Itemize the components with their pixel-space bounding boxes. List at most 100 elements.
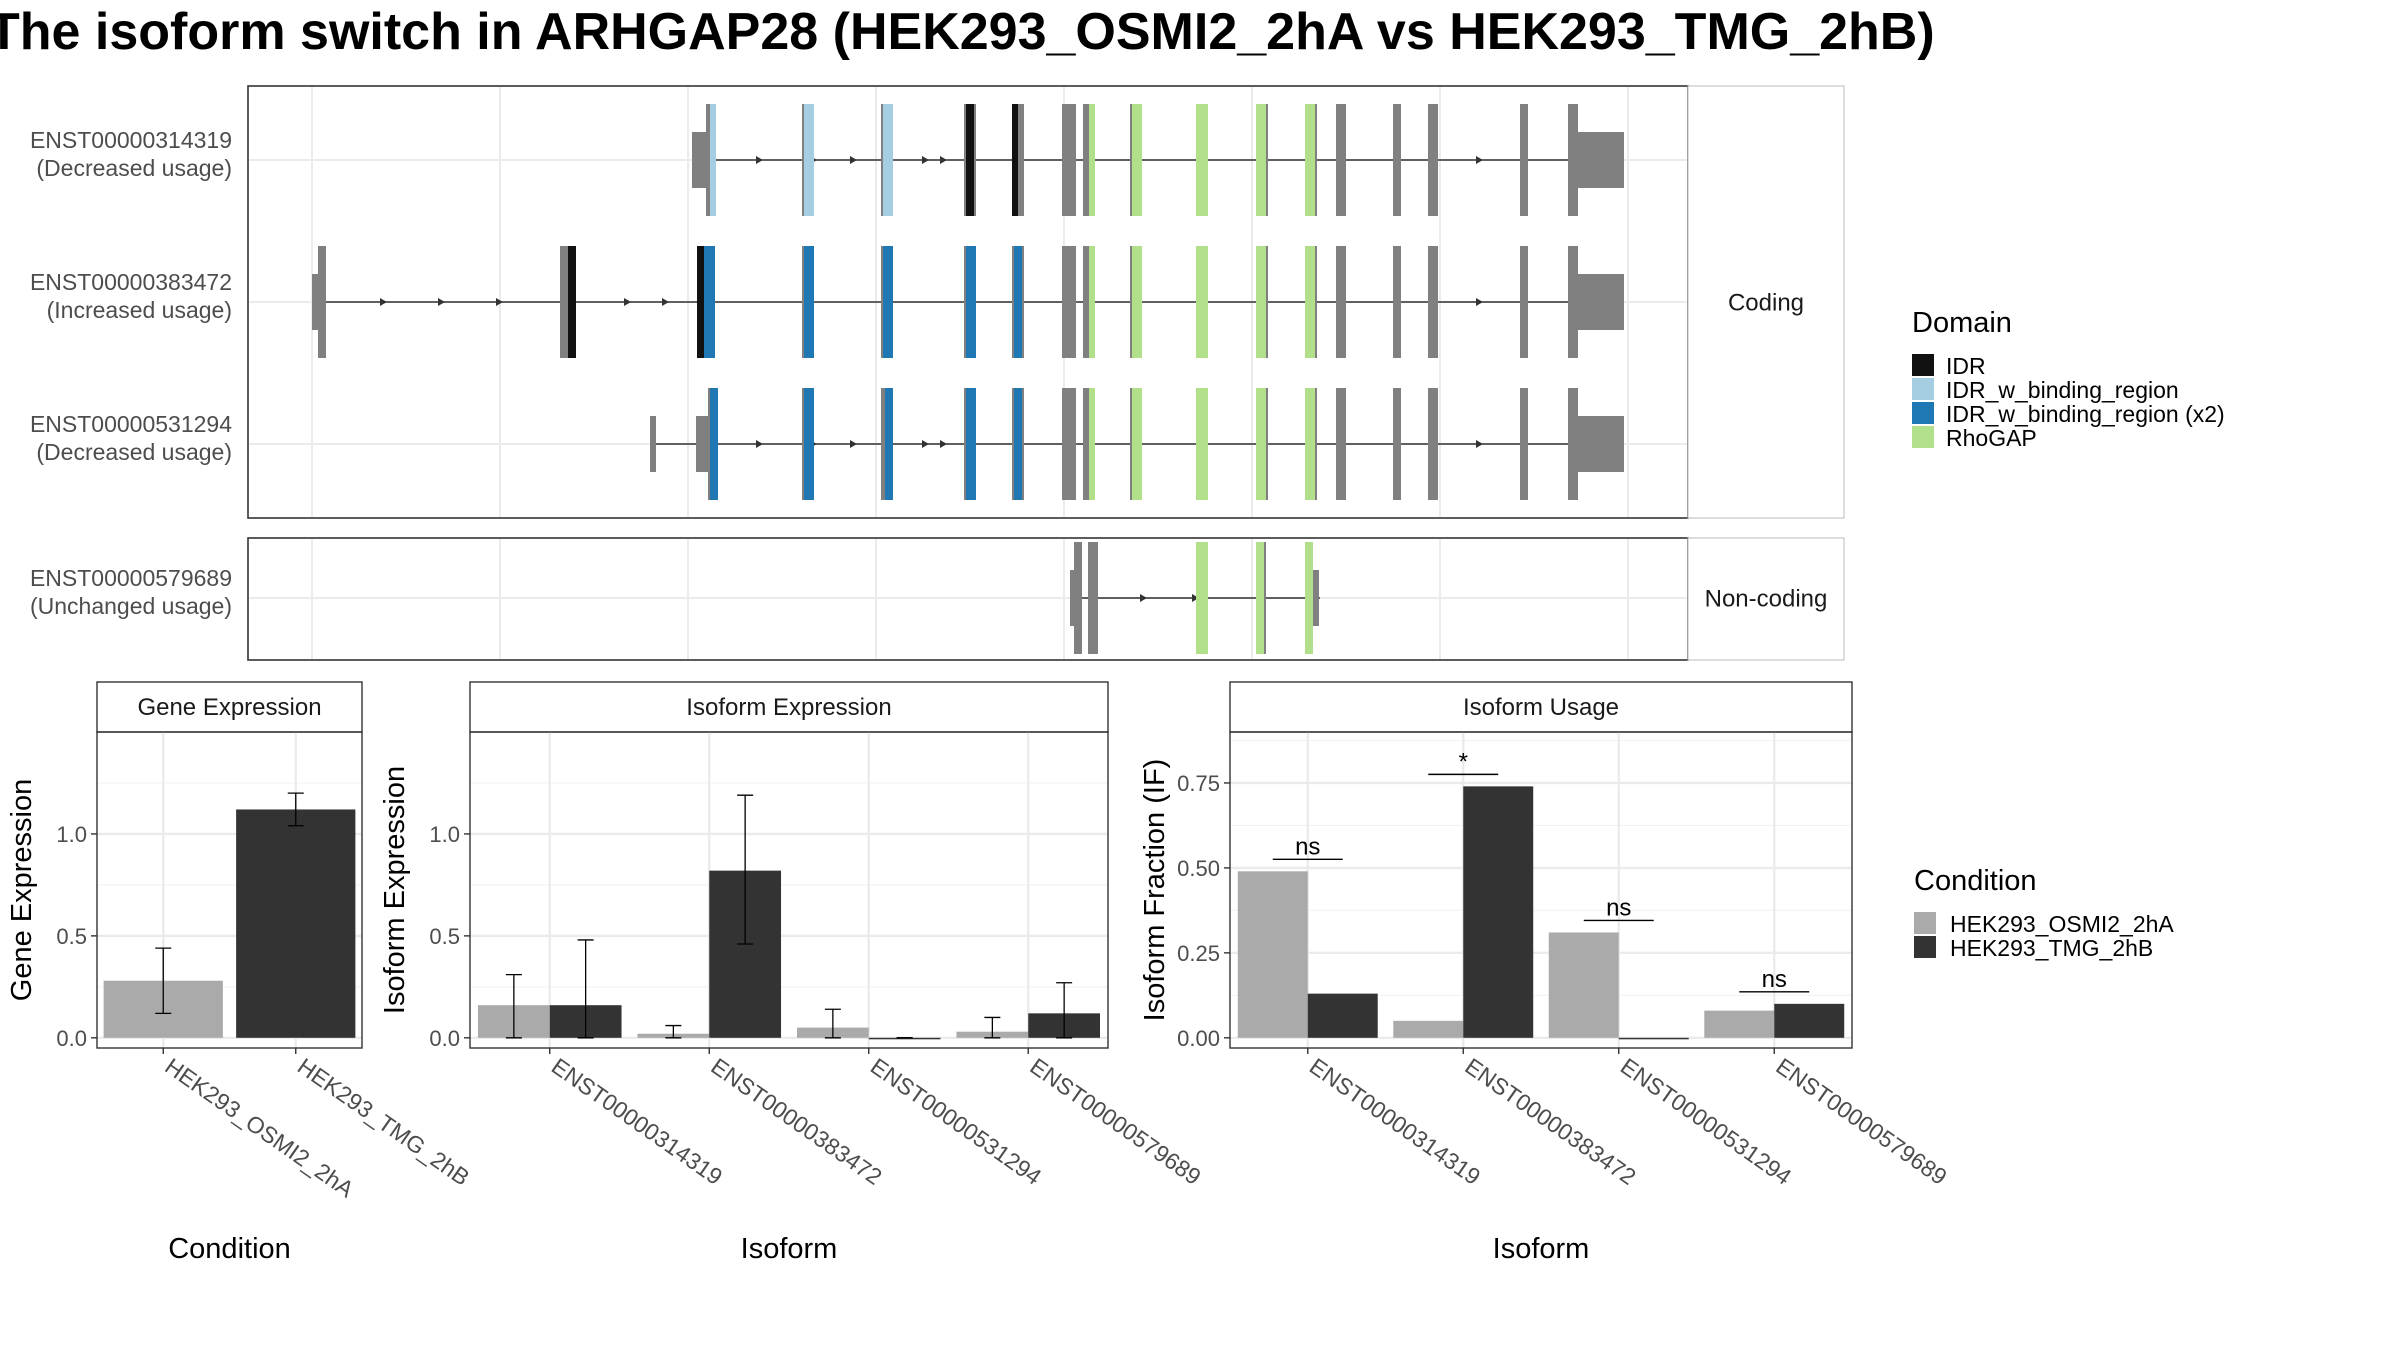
domain-rhogap (1196, 542, 1208, 654)
noncoding-facet-label: Non-coding (1705, 585, 1828, 612)
domain-regions (568, 246, 1315, 358)
legend-label-tmg: HEK293_TMG_2hB (1950, 935, 2153, 961)
domain-regions (1196, 542, 1313, 654)
panel-border (469, 731, 1109, 1049)
y-tick-label: 0.50 (1177, 856, 1220, 881)
domain-rhogap (1196, 104, 1208, 216)
transcript-label-1-usage: (Decreased usage) (36, 155, 232, 181)
domain-idr-binding-x2 (804, 246, 814, 358)
significance-label: ns (1762, 966, 1787, 993)
y-tick-label: 0.00 (1177, 1026, 1220, 1051)
legend-swatch-rhogap (1912, 426, 1934, 448)
x-axis-title: Isoform (1493, 1233, 1590, 1265)
x-tick-label: ENST00000314319 (547, 1053, 727, 1190)
x-tick-label: ENST00000314319 (1305, 1053, 1485, 1190)
coding-facet-label: Coding (1728, 289, 1804, 316)
bar (1393, 1020, 1464, 1038)
x-tick-label: ENST00000531294 (1616, 1053, 1797, 1190)
domain-idr-binding (883, 104, 893, 216)
domain-rhogap (1196, 388, 1208, 500)
domain-idr-binding-x2 (804, 388, 814, 500)
domain-rhogap (1132, 246, 1142, 358)
x-tick-label: ENST00000579689 (1771, 1053, 1951, 1190)
legend-label-idr: IDR (1946, 353, 1986, 379)
domain-idr-binding-x2 (704, 246, 715, 358)
panel-border (96, 731, 363, 1049)
x-axis-title: Isoform (741, 1233, 838, 1265)
bar (1463, 786, 1534, 1038)
domain-idr (1012, 104, 1018, 216)
y-tick-label: 1.0 (56, 822, 87, 847)
isoform-usage-chart: Isoform Usage ns * ns ns 0.00 0.25 0.50 0.75 ENST… (1139, 681, 1952, 1265)
x-axis-title: Condition (168, 1233, 291, 1265)
domain-rhogap (1256, 246, 1266, 358)
domain-rhogap (1256, 104, 1266, 216)
isoform-expression-chart: Isoform Expression 0.0 0.5 1.0 ENST000003143… (379, 681, 1206, 1265)
transcript-label-2-id: ENST00000383472 (30, 269, 232, 295)
bar (1704, 1010, 1775, 1038)
condition-legend-title: Condition (1914, 865, 2037, 897)
panel-title: Isoform Usage (1463, 694, 1619, 721)
domain-regions (710, 104, 1315, 216)
transcript-label-4-usage: (Unchanged usage) (30, 593, 232, 619)
y-axis-title: Isoform Expression (379, 766, 411, 1014)
bar (868, 1037, 941, 1040)
panel-border (1229, 731, 1853, 1049)
domain-rhogap (1305, 246, 1315, 358)
legend-label-rhogap: RhoGAP (1946, 425, 2037, 451)
panel-background (470, 732, 1108, 1048)
gene-expression-chart: Gene Expression0.00.51.0HEK293_OSMI2_2hA… (6, 681, 474, 1265)
transcript-track-1 (692, 104, 1624, 216)
significance-label: ns (1606, 894, 1631, 921)
legend-label-idr-binding: IDR_w_binding_region (1946, 377, 2179, 403)
condition-legend: Condition HEK293_OSMI2_2hA HEK293_TMG_2h… (1914, 865, 2174, 961)
domain-idr-binding-x2 (966, 246, 976, 358)
domain-rhogap (1305, 542, 1313, 654)
intron-arrows (1140, 594, 1199, 602)
domain-rhogap (1132, 388, 1142, 500)
intron-arrows (380, 298, 1483, 306)
y-tick-label: 0.0 (56, 1026, 87, 1051)
domain-idr (568, 246, 576, 358)
y-tick-label: 0.5 (56, 924, 87, 949)
significance-label: ns (1295, 833, 1320, 860)
domain-rhogap (1256, 388, 1266, 500)
domain-idr (697, 246, 704, 358)
legend-swatch-idr (1912, 354, 1934, 376)
domain-rhogap (1089, 388, 1095, 500)
domain-rhogap (1089, 246, 1095, 358)
legend-label-idr-binding-x2: IDR_w_binding_region (x2) (1946, 401, 2225, 427)
domain-idr-binding (710, 104, 716, 216)
y-tick-label: 0.25 (1177, 941, 1220, 966)
transcript-label-2-usage: (Increased usage) (47, 297, 232, 323)
domain-idr-binding-x2 (966, 388, 976, 500)
legend-swatch-idr-binding (1912, 378, 1934, 400)
domain-rhogap (1305, 388, 1315, 500)
domain-idr (966, 104, 974, 216)
bar (1618, 1037, 1689, 1040)
chart-title: The isoform switch in ARHGAP28 (HEK293_O… (0, 3, 1935, 61)
x-tick-label: ENST00000531294 (866, 1053, 1047, 1190)
domain-rhogap (1089, 104, 1095, 216)
bar (236, 809, 356, 1038)
y-axis-title: Gene Expression (6, 779, 38, 1001)
domain-idr-binding-x2 (883, 246, 893, 358)
bar (1237, 871, 1308, 1038)
legend-label-osmi2: HEK293_OSMI2_2hA (1950, 911, 2174, 937)
panel-strip (1229, 681, 1853, 733)
domain-idr-binding-x2 (1014, 246, 1022, 358)
noncoding-facet-strip (1687, 537, 1845, 661)
x-tick-label: ENST00000383472 (706, 1053, 886, 1190)
transcript-track-3 (650, 388, 1624, 500)
y-tick-label: 0.75 (1177, 771, 1220, 796)
legend-swatch-osmi2 (1914, 912, 1936, 934)
domain-rhogap (1132, 104, 1142, 216)
domain-rhogap (1305, 104, 1315, 216)
domain-idr-binding-x2 (1014, 388, 1022, 500)
bar (1548, 932, 1619, 1038)
bar (1307, 993, 1378, 1038)
x-tick-label: ENST00000383472 (1460, 1053, 1640, 1190)
y-tick-label: 0.0 (429, 1026, 460, 1051)
domain-idr-binding-x2 (710, 388, 718, 500)
panel-title: Gene Expression (137, 694, 321, 721)
